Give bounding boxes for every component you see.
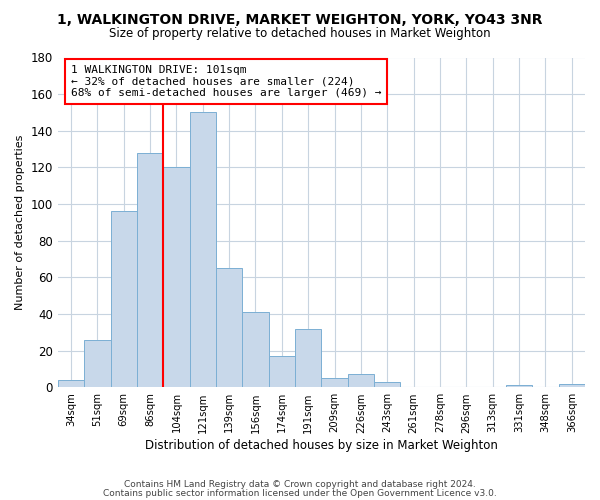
Bar bbox=[84, 340, 110, 388]
Bar bbox=[295, 328, 322, 388]
Bar bbox=[506, 386, 532, 388]
Text: Contains HM Land Registry data © Crown copyright and database right 2024.: Contains HM Land Registry data © Crown c… bbox=[124, 480, 476, 489]
Bar bbox=[163, 168, 190, 388]
Bar bbox=[374, 382, 400, 388]
Bar bbox=[269, 356, 295, 388]
Bar bbox=[242, 312, 269, 388]
Bar bbox=[137, 153, 163, 388]
Bar bbox=[322, 378, 348, 388]
Y-axis label: Number of detached properties: Number of detached properties bbox=[15, 134, 25, 310]
Bar bbox=[190, 112, 216, 388]
Bar bbox=[110, 212, 137, 388]
Bar bbox=[58, 380, 84, 388]
X-axis label: Distribution of detached houses by size in Market Weighton: Distribution of detached houses by size … bbox=[145, 440, 498, 452]
Bar bbox=[216, 268, 242, 388]
Text: 1, WALKINGTON DRIVE, MARKET WEIGHTON, YORK, YO43 3NR: 1, WALKINGTON DRIVE, MARKET WEIGHTON, YO… bbox=[57, 12, 543, 26]
Text: 1 WALKINGTON DRIVE: 101sqm
← 32% of detached houses are smaller (224)
68% of sem: 1 WALKINGTON DRIVE: 101sqm ← 32% of deta… bbox=[71, 65, 382, 98]
Text: Contains public sector information licensed under the Open Government Licence v3: Contains public sector information licen… bbox=[103, 488, 497, 498]
Bar bbox=[559, 384, 585, 388]
Text: Size of property relative to detached houses in Market Weighton: Size of property relative to detached ho… bbox=[109, 28, 491, 40]
Bar bbox=[348, 374, 374, 388]
